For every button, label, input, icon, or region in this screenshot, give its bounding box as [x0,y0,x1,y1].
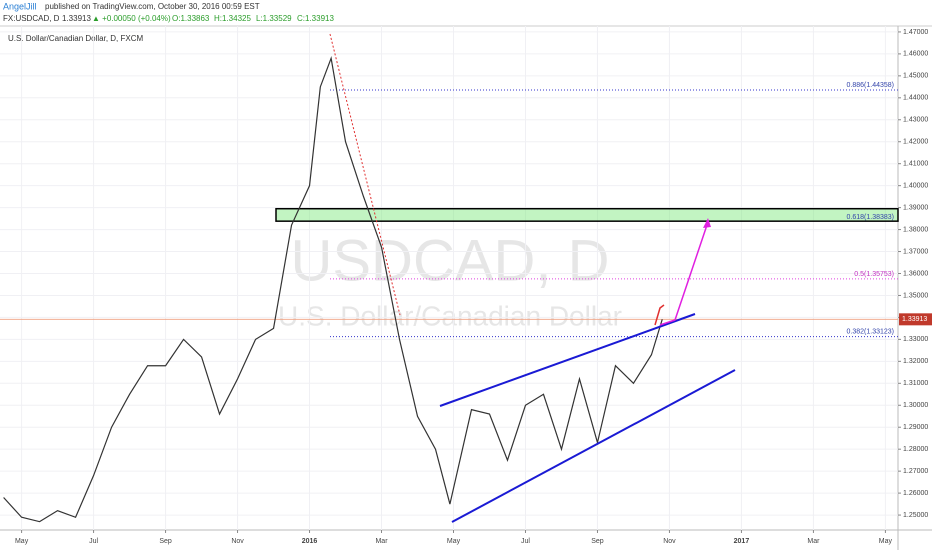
fib-trend [329,33,401,316]
fib-label: 0.886(1.44358) [847,82,894,89]
arrowhead [703,218,711,228]
last-price-label: 1.33913 [902,316,927,323]
y-tick-label: 1.39000 [903,204,928,211]
y-tick-label: 1.36000 [903,270,928,277]
projection-arrow [659,221,709,326]
x-tick-label: Jul [521,538,530,545]
price-line [3,56,663,523]
breakout-mark [654,304,665,326]
fib-label: 0.382(1.33123) [847,329,894,336]
y-tick-label: 1.29000 [903,424,928,431]
y-tick-label: 1.28000 [903,446,928,453]
close: C:1.33913 [297,14,334,23]
author[interactable]: AngelJill [3,1,37,11]
y-tick-label: 1.37000 [903,248,928,255]
y-tick-label: 1.30000 [903,402,928,409]
y-tick-label: 1.38000 [903,226,928,233]
y-tick-label: 1.47000 [903,29,928,36]
y-tick-label: 1.46000 [903,51,928,58]
x-tick-label: Nov [663,538,676,545]
y-tick-label: 1.45000 [903,73,928,80]
fib-label: 0.5(1.35753) [854,271,894,278]
header: AngelJill published on TradingView.com, … [3,1,334,23]
chart-title: U.S. Dollar/Canadian Dollar, D, FXCM [8,34,143,43]
y-tick-label: 1.26000 [903,490,928,497]
channel-upper [439,313,696,407]
x-tick-label: Mar [807,538,820,545]
y-tick-label: 1.40000 [903,182,928,189]
drawings [329,33,736,523]
y-tick-label: 1.35000 [903,292,928,299]
x-tick-label: Mar [375,538,388,545]
x-tick-label: Sep [159,538,172,545]
x-tick-label: 2016 [302,538,318,545]
watermark: USDCAD, D [290,228,609,293]
published: published on TradingView.com, October 30… [45,2,260,11]
x-tick-label: May [879,538,893,545]
open: O:1.33863 [172,14,210,23]
x-tick-label: Sep [591,538,604,545]
x-tick-label: May [15,538,29,545]
y-tick-label: 1.33000 [903,336,928,343]
y-tick-label: 1.41000 [903,161,928,168]
y-tick-label: 1.43000 [903,117,928,124]
x-tick-label: Jul [89,538,98,545]
y-tick-label: 1.27000 [903,468,928,475]
zone [275,207,899,222]
y-tick-label: 1.32000 [903,358,928,365]
y-tick-label: 1.44000 [903,95,928,102]
x-tick-label: May [447,538,461,545]
y-tick-label: 1.31000 [903,380,928,387]
high: H:1.34325 [214,14,251,23]
x-tick-label: Nov [231,538,244,545]
change: ▲ +0.00050 (+0.04%) [92,14,171,23]
y-tick-label: 1.25000 [903,512,928,519]
last-price-box [899,313,932,326]
watermark-sub: U.S. Dollar/Canadian Dollar [278,300,622,331]
low: L:1.33529 [256,14,292,23]
last: 1.33913 [62,14,91,23]
zone-label: 0.618(1.38383) [847,214,894,221]
x-tick-label: 2017 [734,538,750,545]
y-tick-label: 1.42000 [903,139,928,146]
channel-lower [451,369,736,523]
symbol: FX:USDCAD, D [3,14,60,23]
